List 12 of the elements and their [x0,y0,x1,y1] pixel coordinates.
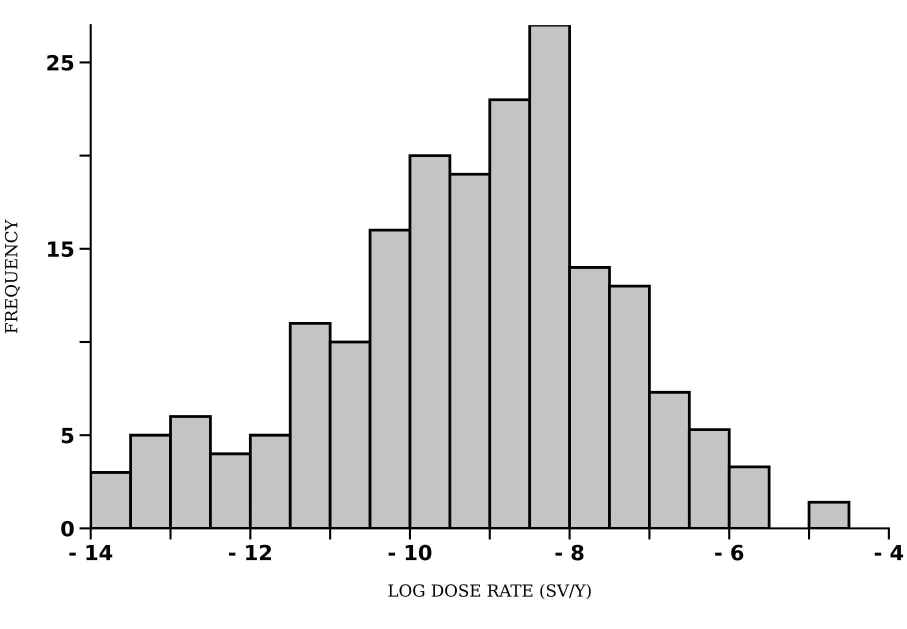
y-tick-label: 25 [47,54,74,71]
x-axis-title: LOG DOSE RATE (SV/Y) [388,584,591,600]
x-tick-label: - 10 [388,544,432,560]
x-tick-label: - 4 [874,544,904,560]
y-axis-title: FREQUENCY [4,219,20,334]
y-tick-label: 0 [61,520,74,537]
y-tick-label: 5 [62,428,74,444]
x-tick-label: - 12 [229,544,271,560]
x-tick-label: - 14 [69,544,112,560]
x-tick-label: - 6 [715,544,744,560]
x-tick-label: - 8 [556,544,584,560]
y-tick-label: 15 [48,242,74,258]
